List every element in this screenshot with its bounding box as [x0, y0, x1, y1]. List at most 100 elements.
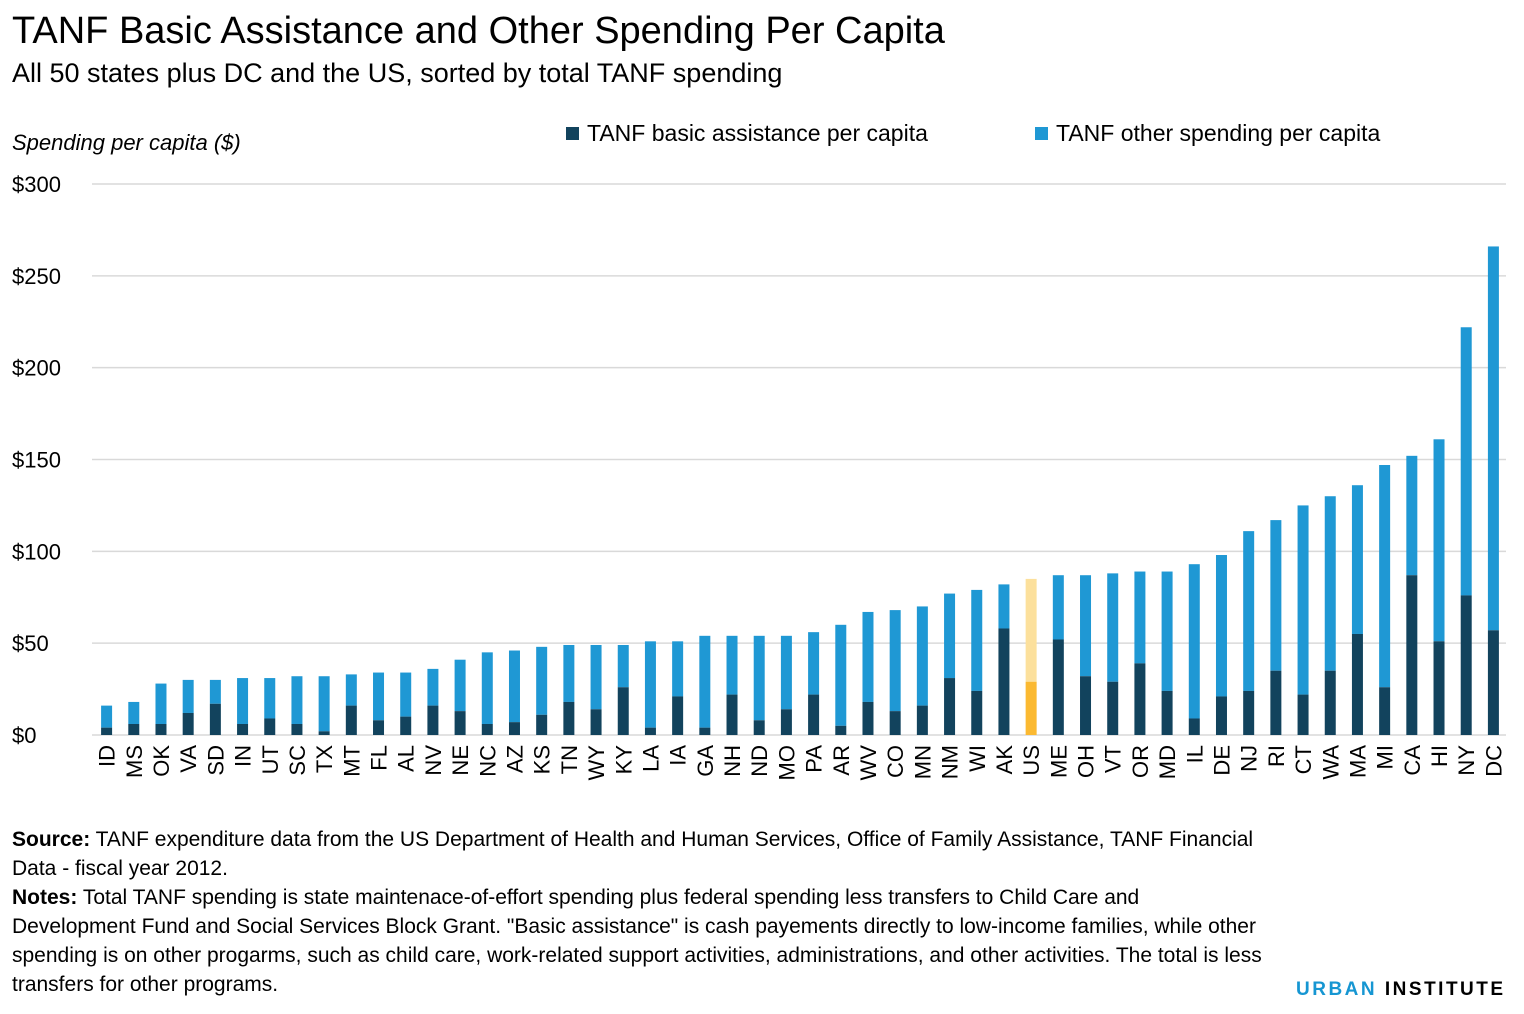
bar-basic-ms: [128, 723, 140, 735]
source-note: Source: TANF expenditure data from the U…: [12, 825, 1262, 883]
bar-basic-sd: [209, 703, 221, 735]
x-tick-label: ND: [747, 745, 772, 777]
legend-item-other: TANF other spending per capita: [1035, 120, 1380, 147]
bar-basic-wy: [590, 709, 602, 735]
x-tick-label: KS: [530, 745, 555, 774]
legend-label-basic: TANF basic assistance per capita: [587, 120, 928, 146]
bar-basic-nv: [427, 705, 439, 735]
bar-basic-hi: [1433, 641, 1445, 735]
bar-basic-va: [182, 712, 194, 735]
bar-basic-md: [1161, 690, 1173, 735]
bar-other-mt: [345, 674, 357, 706]
legend-item-basic: TANF basic assistance per capita: [566, 120, 928, 147]
x-tick-label: DE: [1209, 745, 1234, 776]
bar-basic-nh: [726, 694, 738, 735]
bar-basic-nc: [481, 723, 493, 735]
legend-swatch-basic: [566, 127, 579, 140]
bar-basic-me: [1052, 639, 1064, 735]
x-tick-label: SD: [203, 745, 228, 776]
bar-other-ak: [998, 584, 1010, 629]
bar-basic-mt: [345, 705, 357, 735]
bar-other-ks: [536, 646, 548, 715]
bar-other-or: [1134, 571, 1146, 664]
bar-other-ut: [264, 678, 276, 719]
bar-other-me: [1052, 575, 1064, 640]
bar-other-mn: [916, 606, 928, 706]
x-tick-label: NY: [1454, 745, 1479, 776]
bar-other-ar: [835, 624, 847, 726]
bar-other-va: [182, 679, 194, 713]
x-tick-label: OK: [149, 745, 174, 777]
x-tick-label: MT: [339, 745, 364, 777]
bar-basic-tn: [563, 701, 575, 735]
bar-other-pa: [808, 632, 820, 695]
x-tick-label: NV: [421, 745, 446, 776]
bar-other-ok: [155, 683, 167, 724]
x-tick-label: WY: [584, 745, 609, 781]
bar-basic-ar: [835, 725, 847, 735]
bar-basic-tx: [318, 731, 330, 735]
x-tick-label: ID: [95, 745, 120, 767]
bar-basic-de: [1215, 696, 1227, 735]
bar-basic-ky: [617, 687, 629, 735]
bar-basic-ne: [454, 711, 466, 735]
bar-other-nj: [1243, 531, 1255, 691]
footer: Source: TANF expenditure data from the U…: [12, 825, 1262, 999]
bar-other-wi: [971, 589, 983, 691]
x-tick-label: WA: [1318, 745, 1343, 780]
bar-other-ga: [699, 635, 711, 728]
bar-basic-mi: [1379, 687, 1391, 735]
x-tick-label: HI: [1427, 745, 1452, 767]
bar-other-oh: [1080, 575, 1092, 677]
bar-other-hi: [1433, 439, 1445, 642]
y-tick-label: $150: [12, 448, 61, 473]
legend-swatch-other: [1035, 127, 1048, 140]
x-tick-label: SC: [285, 745, 310, 776]
bar-basic-us: [1025, 681, 1037, 735]
bar-other-la: [644, 641, 656, 728]
x-tick-label: DC: [1481, 745, 1506, 777]
bar-basic-sc: [291, 723, 303, 735]
x-tick-label: VA: [176, 745, 201, 773]
bar-other-vt: [1107, 573, 1119, 682]
bar-other-nc: [481, 652, 493, 724]
bar-basic-ny: [1460, 595, 1472, 735]
y-tick-label: $300: [12, 172, 61, 197]
y-tick-label: $50: [12, 631, 49, 656]
bar-other-wy: [590, 645, 602, 710]
bar-other-dc: [1487, 246, 1499, 631]
x-tick-label: VT: [1101, 745, 1126, 773]
bar-basic-ca: [1406, 575, 1418, 735]
logo-institute: INSTITUTE: [1384, 979, 1506, 1000]
bar-other-il: [1188, 564, 1200, 719]
x-tick-label: LA: [638, 745, 663, 772]
logo-urban: URBAN: [1296, 979, 1378, 1000]
x-tick-label: MD: [1155, 745, 1180, 779]
bar-other-ms: [128, 701, 140, 724]
notes: Notes: Total TANF spending is state main…: [12, 883, 1262, 999]
x-tick-label: MN: [910, 745, 935, 779]
notes-label: Notes:: [12, 886, 78, 909]
x-tick-label: CT: [1291, 745, 1316, 774]
bar-other-nh: [726, 635, 738, 695]
bar-basic-wi: [971, 690, 983, 735]
bar-other-nv: [427, 668, 439, 706]
bar-other-wv: [862, 611, 874, 702]
x-tick-label: WI: [965, 745, 990, 772]
bar-other-wa: [1324, 496, 1336, 671]
bar-other-mo: [780, 635, 792, 710]
bar-other-id: [101, 705, 113, 728]
x-tick-label: AK: [992, 745, 1017, 775]
bar-basic-al: [400, 716, 412, 735]
bar-basic-nj: [1243, 690, 1255, 735]
bar-other-fl: [373, 672, 385, 721]
bar-basic-wv: [862, 701, 874, 735]
x-tick-label: MS: [122, 745, 147, 778]
x-tick-label: RI: [1264, 745, 1289, 767]
bar-other-ct: [1297, 505, 1309, 695]
bar-basic-oh: [1080, 676, 1092, 735]
bar-basic-id: [101, 727, 113, 735]
x-tick-label: ME: [1046, 745, 1071, 778]
x-tick-label: TX: [312, 745, 337, 773]
bar-other-ma: [1351, 485, 1363, 634]
